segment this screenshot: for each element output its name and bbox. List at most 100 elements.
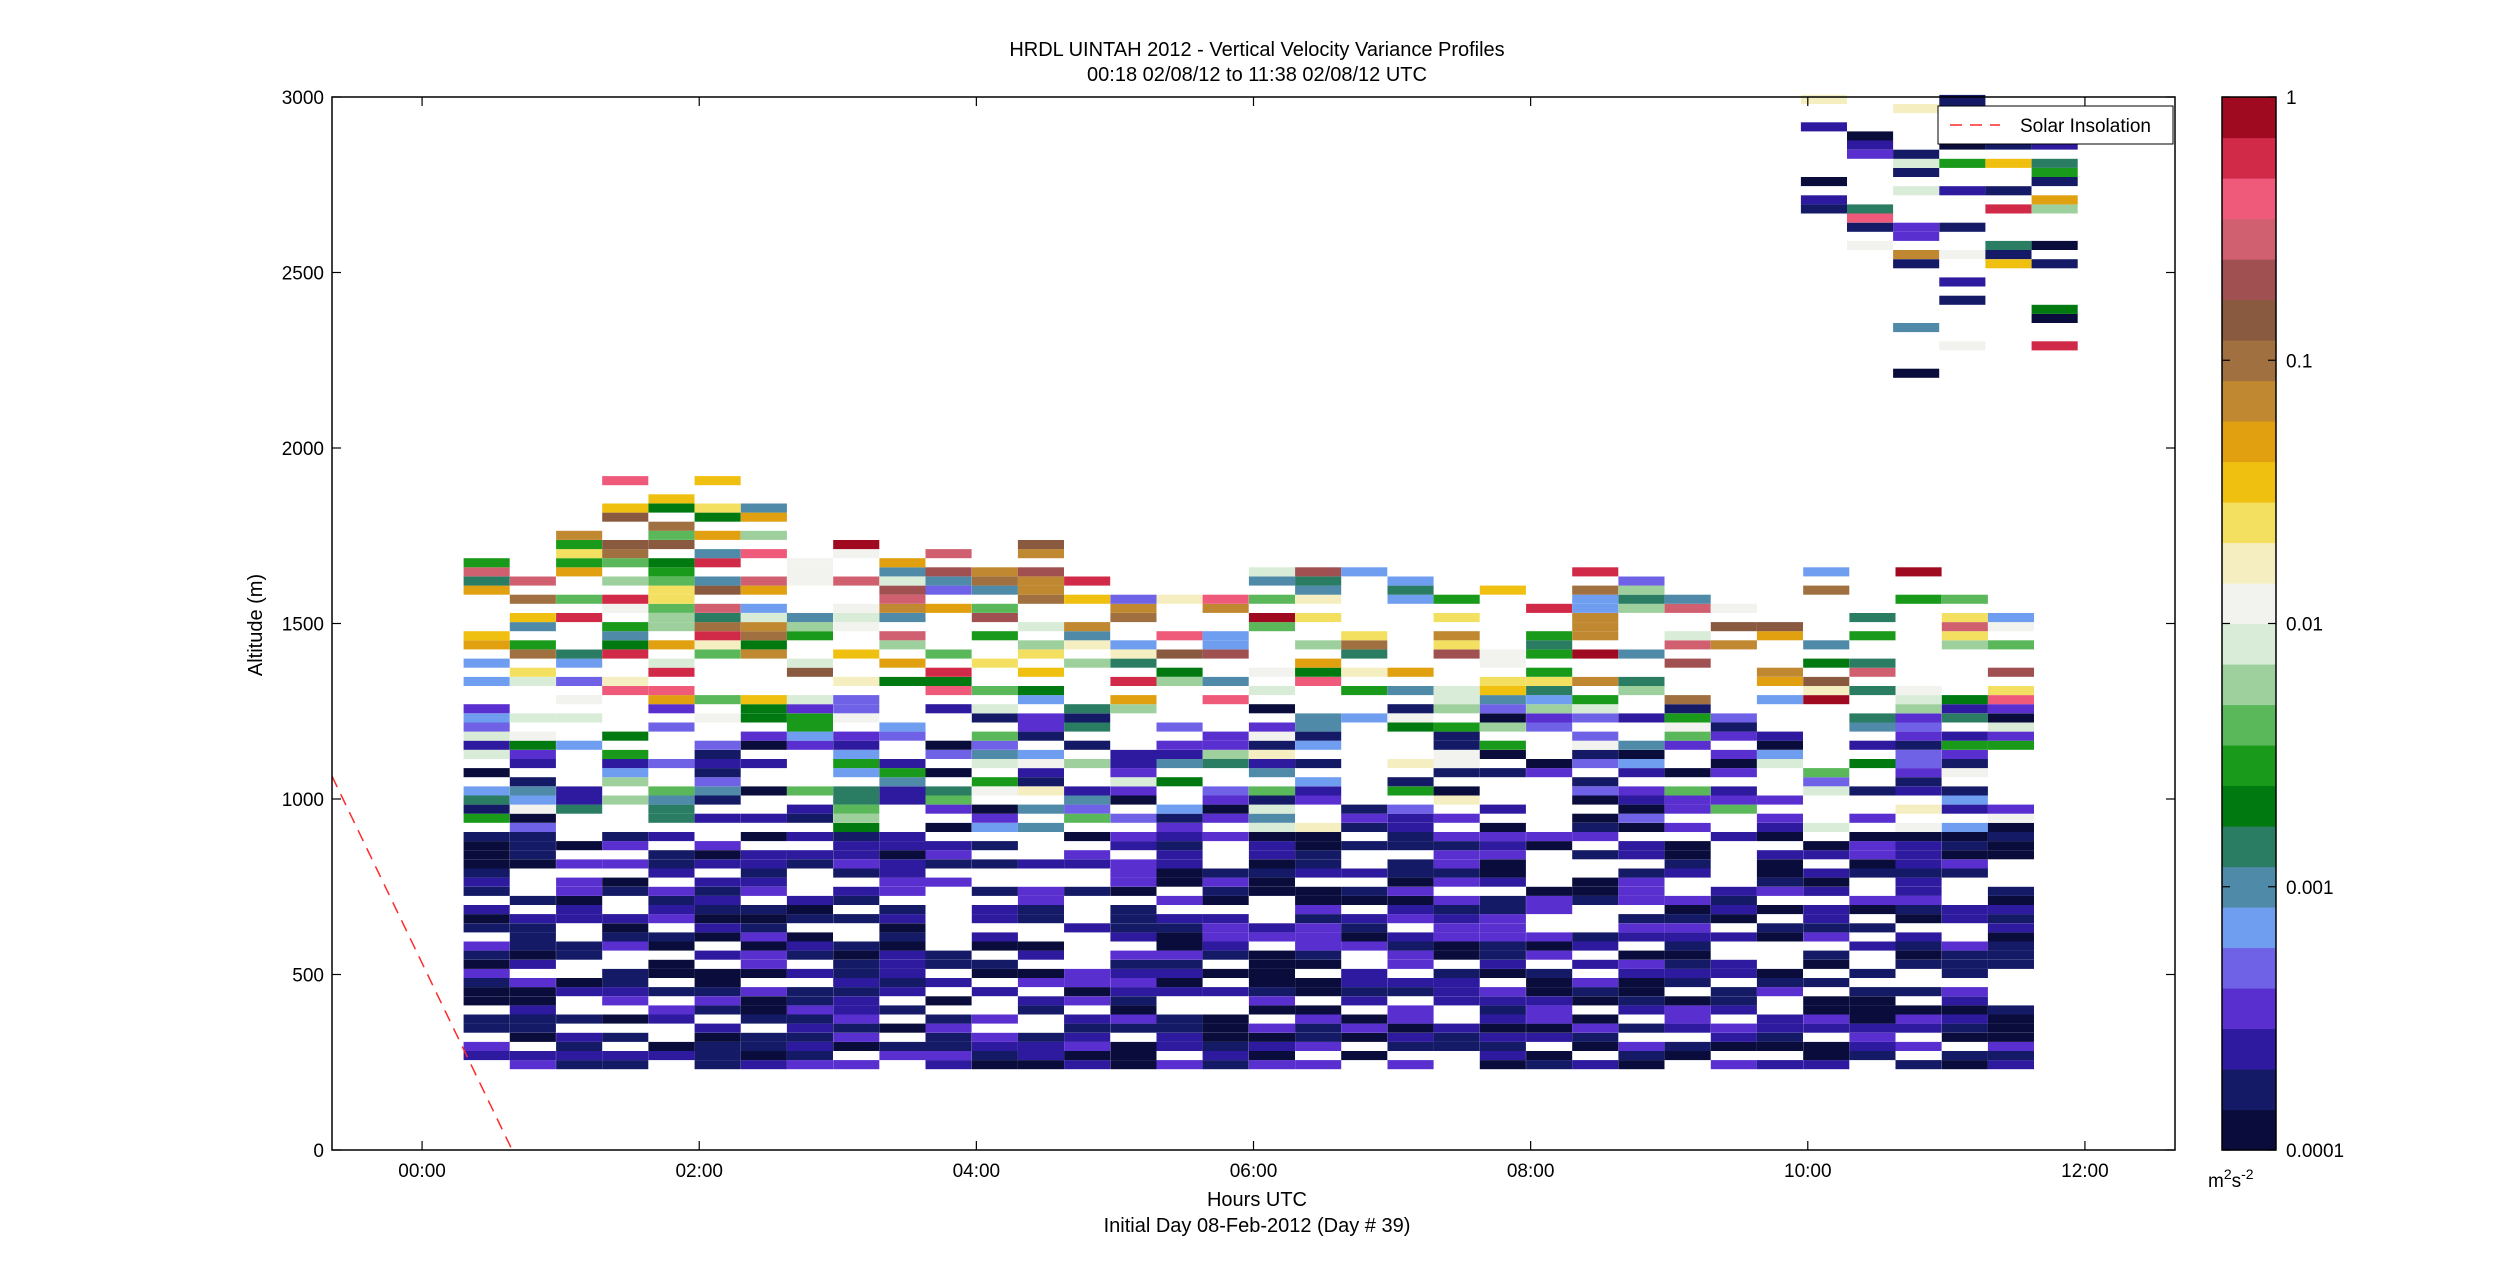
heatmap-cell bbox=[971, 1060, 1018, 1070]
heatmap-cell bbox=[740, 850, 787, 860]
heatmap-cell bbox=[1017, 968, 1064, 978]
heatmap-cell bbox=[1849, 813, 1896, 823]
heatmap-cell bbox=[740, 832, 787, 842]
heatmap-cell bbox=[879, 558, 926, 568]
heatmap-cell bbox=[1156, 895, 1203, 905]
heatmap-cell bbox=[1939, 277, 1986, 287]
colorbar-segment bbox=[2222, 97, 2276, 139]
heatmap-cell bbox=[463, 877, 510, 887]
heatmap-cell bbox=[1017, 1051, 1064, 1061]
heatmap-cell bbox=[1156, 1014, 1203, 1024]
heatmap-cell bbox=[971, 959, 1018, 969]
heatmap-cell bbox=[1895, 877, 1942, 887]
heatmap-cell bbox=[833, 1023, 880, 1033]
heatmap-cell bbox=[1433, 731, 1480, 741]
heatmap-cell bbox=[1618, 749, 1665, 759]
heatmap-cell bbox=[1618, 950, 1665, 960]
heatmap-cell bbox=[602, 476, 649, 486]
heatmap-cell bbox=[1479, 704, 1526, 714]
heatmap-cell bbox=[556, 877, 603, 887]
heatmap-cell bbox=[1295, 667, 1342, 677]
heatmap-cell bbox=[463, 576, 510, 586]
heatmap-cell bbox=[1248, 1023, 1295, 1033]
heatmap-cell bbox=[1295, 567, 1342, 577]
heatmap-cell bbox=[1387, 877, 1434, 887]
heatmap-cell bbox=[463, 886, 510, 896]
heatmap-cell bbox=[463, 585, 510, 595]
heatmap-cell bbox=[1710, 603, 1757, 613]
heatmap-cell bbox=[1756, 676, 1803, 686]
heatmap-cell bbox=[1295, 713, 1342, 723]
heatmap-cell bbox=[879, 905, 926, 915]
heatmap-cell bbox=[879, 585, 926, 595]
heatmap-cell bbox=[1987, 1060, 2034, 1070]
heatmap-cell bbox=[786, 1060, 833, 1070]
heatmap-cell bbox=[1017, 549, 1064, 559]
heatmap-cell bbox=[1202, 1032, 1249, 1042]
heatmap-cell bbox=[1893, 167, 1940, 177]
heatmap-cell bbox=[1987, 1014, 2034, 1024]
heatmap-cell bbox=[740, 704, 787, 714]
heatmap-cell bbox=[971, 932, 1018, 942]
heatmap-cell bbox=[925, 740, 972, 750]
heatmap-cell bbox=[1017, 667, 1064, 677]
heatmap-cell bbox=[1433, 640, 1480, 650]
heatmap-cell bbox=[786, 631, 833, 641]
heatmap-cell bbox=[1156, 832, 1203, 842]
heatmap-cell bbox=[1248, 932, 1295, 942]
heatmap-cell bbox=[1248, 704, 1295, 714]
heatmap-cell bbox=[1110, 950, 1157, 960]
heatmap-cell bbox=[509, 978, 556, 988]
heatmap-cell bbox=[509, 850, 556, 860]
x-tick-label: 02:00 bbox=[675, 1161, 723, 1182]
heatmap-cell bbox=[463, 850, 510, 860]
heatmap-cell bbox=[602, 841, 649, 851]
heatmap-cell bbox=[1618, 895, 1665, 905]
heatmap-cell bbox=[1479, 914, 1526, 924]
heatmap-cell bbox=[556, 613, 603, 623]
heatmap-cell bbox=[1618, 813, 1665, 823]
heatmap-cell bbox=[833, 968, 880, 978]
heatmap-cell bbox=[740, 886, 787, 896]
heatmap-cell bbox=[879, 959, 926, 969]
heatmap-cell bbox=[1248, 613, 1295, 623]
heatmap-cell bbox=[1156, 1032, 1203, 1042]
colorbar-unit-s-exp: -2 bbox=[2241, 1166, 2254, 1182]
heatmap-cell bbox=[602, 941, 649, 951]
heatmap-cell bbox=[1248, 978, 1295, 988]
heatmap-cell bbox=[1849, 1032, 1896, 1042]
heatmap-cell bbox=[786, 576, 833, 586]
heatmap-cell bbox=[694, 1051, 741, 1061]
heatmap-cell bbox=[1479, 822, 1526, 832]
heatmap-cell bbox=[694, 1060, 741, 1070]
heatmap-cell bbox=[833, 731, 880, 741]
heatmap-cell bbox=[879, 640, 926, 650]
heatmap-cell bbox=[1479, 722, 1526, 732]
heatmap-cell bbox=[1572, 795, 1619, 805]
heatmap-cell bbox=[1941, 594, 1988, 604]
heatmap-cell bbox=[740, 713, 787, 723]
heatmap-cell bbox=[786, 1014, 833, 1024]
heatmap-cell bbox=[740, 695, 787, 705]
heatmap-cell bbox=[1895, 886, 1942, 896]
heatmap-cell bbox=[833, 1041, 880, 1051]
heatmap-cell bbox=[1847, 140, 1894, 150]
heatmap-cell bbox=[1295, 658, 1342, 668]
heatmap-cell bbox=[925, 1014, 972, 1024]
heatmap-cell bbox=[602, 832, 649, 842]
heatmap-cell bbox=[2031, 204, 2078, 214]
heatmap-cell bbox=[1664, 905, 1711, 915]
heatmap-cell bbox=[1895, 768, 1942, 778]
heatmap-cell bbox=[1941, 704, 1988, 714]
heatmap-cell bbox=[1526, 759, 1573, 769]
heatmap-cell bbox=[1572, 585, 1619, 595]
heatmap-cell bbox=[1849, 850, 1896, 860]
heatmap-cell bbox=[602, 968, 649, 978]
heatmap-cell bbox=[1710, 731, 1757, 741]
heatmap-cell bbox=[1939, 295, 1986, 305]
heatmap-cell bbox=[1479, 740, 1526, 750]
heatmap-cell bbox=[1202, 749, 1249, 759]
heatmap-cell bbox=[971, 759, 1018, 769]
heatmap-cell bbox=[2031, 341, 2078, 351]
heatmap-cell bbox=[1110, 859, 1157, 869]
